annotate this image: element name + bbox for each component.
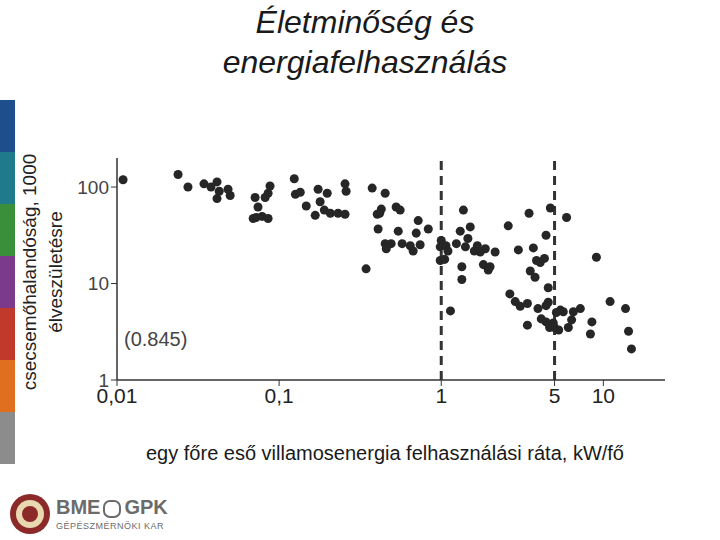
svg-text:5: 5: [549, 384, 561, 407]
html-text:(0.845): (0.845): [124, 328, 188, 350]
svg-text:0,1: 0,1: [265, 384, 294, 407]
svg-text:0,01: 0,01: [96, 383, 138, 407]
svg-text:100: 100: [77, 177, 109, 198]
svg-text:1: 1: [435, 384, 447, 407]
svg-text:1: 1: [98, 370, 109, 391]
html-text:csecsemőhalandóság, 1000 élves: csecsemőhalandóság, 1000 élveszületésre: [19, 153, 66, 391]
html-text:energiafelhasználás: energiafelhasználás: [222, 44, 508, 80]
html-text:BME: BME: [56, 496, 101, 518]
html-text:GPK: GPK: [124, 496, 168, 518]
svg-text:10: 10: [88, 273, 109, 294]
svg-text:10: 10: [592, 384, 615, 407]
html-text:GÉPÉSZMÉRNÖKI KAR: GÉPÉSZMÉRNÖKI KAR: [56, 521, 164, 531]
html-text:Életminőség és: Életminőség és: [255, 4, 475, 40]
html-text:egy főre eső villamosenergia f: egy főre eső villamosenergia felhasználá…: [146, 442, 624, 464]
